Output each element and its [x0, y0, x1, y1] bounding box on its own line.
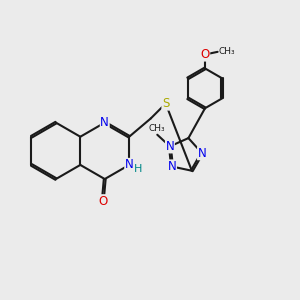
Text: CH₃: CH₃: [219, 47, 235, 56]
Text: S: S: [162, 97, 169, 110]
Text: N: N: [125, 158, 134, 171]
Text: N: N: [168, 160, 176, 173]
Text: O: O: [98, 195, 108, 208]
Text: N: N: [100, 116, 109, 129]
Text: H: H: [134, 164, 142, 174]
Text: N: N: [166, 140, 174, 153]
Text: CH₃: CH₃: [148, 124, 165, 133]
Text: O: O: [200, 48, 210, 61]
Text: N: N: [198, 147, 206, 160]
